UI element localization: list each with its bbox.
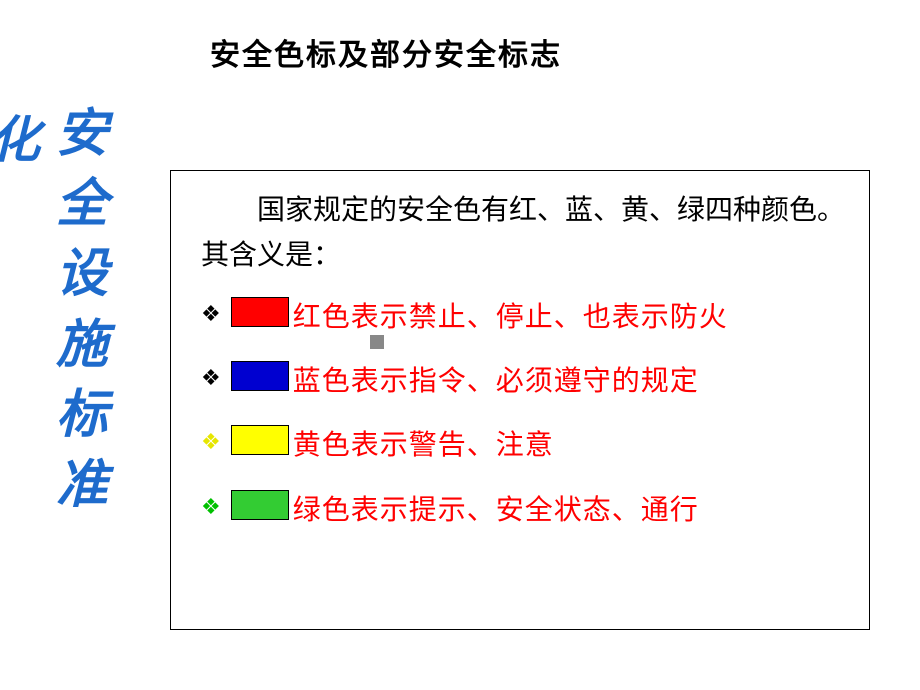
left-label-char: 标 xyxy=(52,381,112,451)
page-title: 安全色标及部分安全标志 xyxy=(210,30,562,74)
color-item-yellow: ❖ 黄色表示警告、注意 xyxy=(201,421,845,471)
left-label-char: 准 xyxy=(52,451,112,521)
left-partial-char: 化 xyxy=(0,100,40,172)
bullet-icon: ❖ xyxy=(201,365,221,391)
bullet-icon: ❖ xyxy=(201,429,221,455)
bullet-icon: ❖ xyxy=(201,301,221,327)
color-desc: 黄色表示警告、注意 xyxy=(293,421,845,471)
intro-text: 国家规定的安全色有红、蓝、黄、绿四种颜色。其含义是： xyxy=(201,189,845,279)
color-swatch-red xyxy=(231,297,289,327)
left-label-char: 施 xyxy=(52,311,112,381)
bullet-icon: ❖ xyxy=(201,494,221,520)
color-swatch-blue xyxy=(231,361,289,391)
color-swatch-green xyxy=(231,490,289,520)
color-swatch-yellow xyxy=(231,425,289,455)
color-desc: 绿色表示提示、安全状态、通行 xyxy=(293,486,845,536)
left-label-char: 安 xyxy=(52,100,112,170)
color-item-green: ❖ 绿色表示提示、安全状态、通行 xyxy=(201,486,845,536)
left-vertical-label: 安 全 设 施 标 准 xyxy=(52,100,112,521)
color-item-red: ❖ 红色表示禁止、停止、也表示防火 xyxy=(201,293,845,343)
left-label-char: 设 xyxy=(52,240,112,310)
content-box: 国家规定的安全色有红、蓝、黄、绿四种颜色。其含义是： ❖ 红色表示禁止、停止、也… xyxy=(170,170,870,630)
color-desc: 蓝色表示指令、必须遵守的规定 xyxy=(293,357,845,407)
color-item-blue: ❖ 蓝色表示指令、必须遵守的规定 xyxy=(201,357,845,407)
page-marker-icon xyxy=(370,335,384,349)
left-label-char: 全 xyxy=(52,170,112,240)
